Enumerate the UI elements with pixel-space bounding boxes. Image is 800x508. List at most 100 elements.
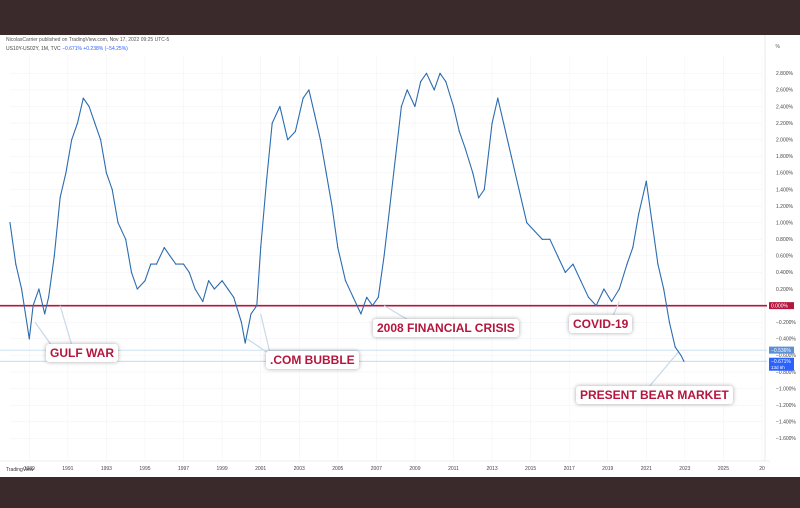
y-tick-label: −0.400%: [776, 337, 796, 343]
data-point: [618, 288, 620, 290]
data-point: [38, 288, 40, 290]
data-point: [526, 222, 528, 224]
data-point: [53, 255, 55, 257]
data-point: [194, 288, 196, 290]
data-point: [15, 263, 17, 265]
y-tick-label: −1.200%: [776, 403, 796, 409]
data-point: [65, 172, 67, 174]
data-point: [420, 80, 422, 83]
data-point: [169, 255, 171, 257]
data-point: [125, 238, 127, 240]
callout-leader: [647, 350, 680, 389]
data-point: [130, 271, 133, 274]
x-tick-label: 2003: [294, 466, 305, 472]
x-tick-label: 2021: [641, 466, 652, 472]
y-tick-label: 2.200%: [776, 121, 794, 127]
y-tick-label: −1.000%: [776, 386, 796, 392]
y-tick-label: −0.800%: [776, 370, 796, 376]
data-point: [94, 122, 96, 124]
callout-leader: [246, 338, 269, 354]
y-tick-label: 1.600%: [776, 171, 794, 177]
data-point: [279, 105, 281, 108]
data-point: [580, 280, 582, 282]
countdown-label: 13d 6h: [771, 365, 785, 370]
yield-spread-chart: 2.800% 2.600% 2.400% 2.200% 2.000% 1.800% 1.60…: [0, 35, 796, 472]
data-point: [100, 139, 102, 141]
annotation-present-bear-market: PRESENT BEAR MARKET: [576, 386, 733, 404]
x-tick-label: 2001: [255, 466, 266, 472]
data-point: [265, 180, 268, 182]
y-tick-label: 1.400%: [776, 187, 794, 193]
data-point: [366, 296, 368, 298]
y-tick-label: −1.400%: [776, 420, 796, 426]
data-point: [163, 246, 165, 249]
symbol-name[interactable]: US10Y-US02Y, 1M, TVC: [6, 46, 61, 52]
data-point: [657, 263, 659, 265]
annotation-2008-financial-crisis: 2008 FINANCIAL CRISIS: [373, 319, 519, 337]
price-box-last: [769, 357, 794, 371]
data-point: [32, 305, 34, 307]
data-point: [483, 188, 485, 191]
y-tick-label: 2.800%: [776, 71, 794, 77]
chart-panel: 2.800% 2.600% 2.400% 2.200% 2.000% 1.800% 1.60…: [0, 35, 800, 477]
data-point: [88, 105, 90, 108]
y-tick-label: 0.600%: [776, 254, 794, 260]
data-point: [344, 280, 347, 282]
data-point: [9, 222, 11, 224]
data-point: [20, 288, 23, 290]
data-point: [414, 105, 416, 108]
data-point: [668, 321, 671, 323]
data-point: [82, 97, 84, 99]
zero-price-box: [769, 302, 794, 310]
callout-leader: [260, 313, 271, 354]
data-point: [557, 255, 559, 257]
data-point: [611, 300, 613, 303]
x-tick-label: 1991: [62, 466, 73, 472]
data-point: [250, 313, 252, 315]
symbol-info[interactable]: US10Y-US02Y, 1M, TVC −0.671% +0.238% (−5…: [6, 46, 128, 52]
data-point: [518, 188, 520, 191]
x-tick-label: 2019: [602, 466, 613, 472]
data-point: [371, 305, 374, 307]
data-point: [360, 313, 362, 315]
data-point: [59, 197, 61, 199]
zero-price-label: 0.000%: [771, 304, 789, 310]
publisher-note: NicolasCarrier published on TradingView.…: [6, 37, 170, 43]
x-tick-label: 2007: [371, 466, 382, 472]
data-point: [221, 280, 223, 282]
data-point: [144, 280, 146, 282]
tradingview-logo: TradingView: [6, 467, 34, 473]
data-point: [377, 296, 379, 298]
callout-leader: [34, 321, 53, 347]
data-point: [182, 263, 185, 265]
data-point: [564, 271, 566, 274]
data-point: [271, 122, 273, 124]
x-tick-label: 1993: [101, 466, 112, 472]
data-point: [491, 122, 493, 124]
x-tick-label: 2009: [409, 466, 420, 472]
data-point: [497, 97, 499, 99]
data-point: [632, 246, 634, 249]
data-point: [533, 230, 536, 232]
data-point: [188, 271, 190, 274]
data-point: [683, 360, 685, 362]
x-tick-label: 1997: [178, 466, 189, 472]
y-tick-label: 1.200%: [776, 204, 794, 210]
x-tick-label: 2011: [448, 466, 459, 472]
data-point: [71, 139, 73, 141]
x-tick-label: 20: [759, 466, 765, 472]
data-point: [645, 180, 647, 182]
data-point: [233, 296, 235, 298]
data-point: [503, 122, 505, 124]
data-point: [208, 280, 210, 282]
data-point: [213, 288, 215, 290]
data-point: [302, 97, 304, 99]
data-point: [28, 338, 30, 340]
x-tick-label: 2023: [679, 466, 690, 472]
data-point: [352, 296, 354, 298]
data-point: [202, 300, 204, 303]
data-point: [425, 72, 428, 74]
data-point: [603, 288, 605, 290]
x-tick-label: 1995: [139, 466, 150, 472]
data-point: [256, 305, 258, 307]
